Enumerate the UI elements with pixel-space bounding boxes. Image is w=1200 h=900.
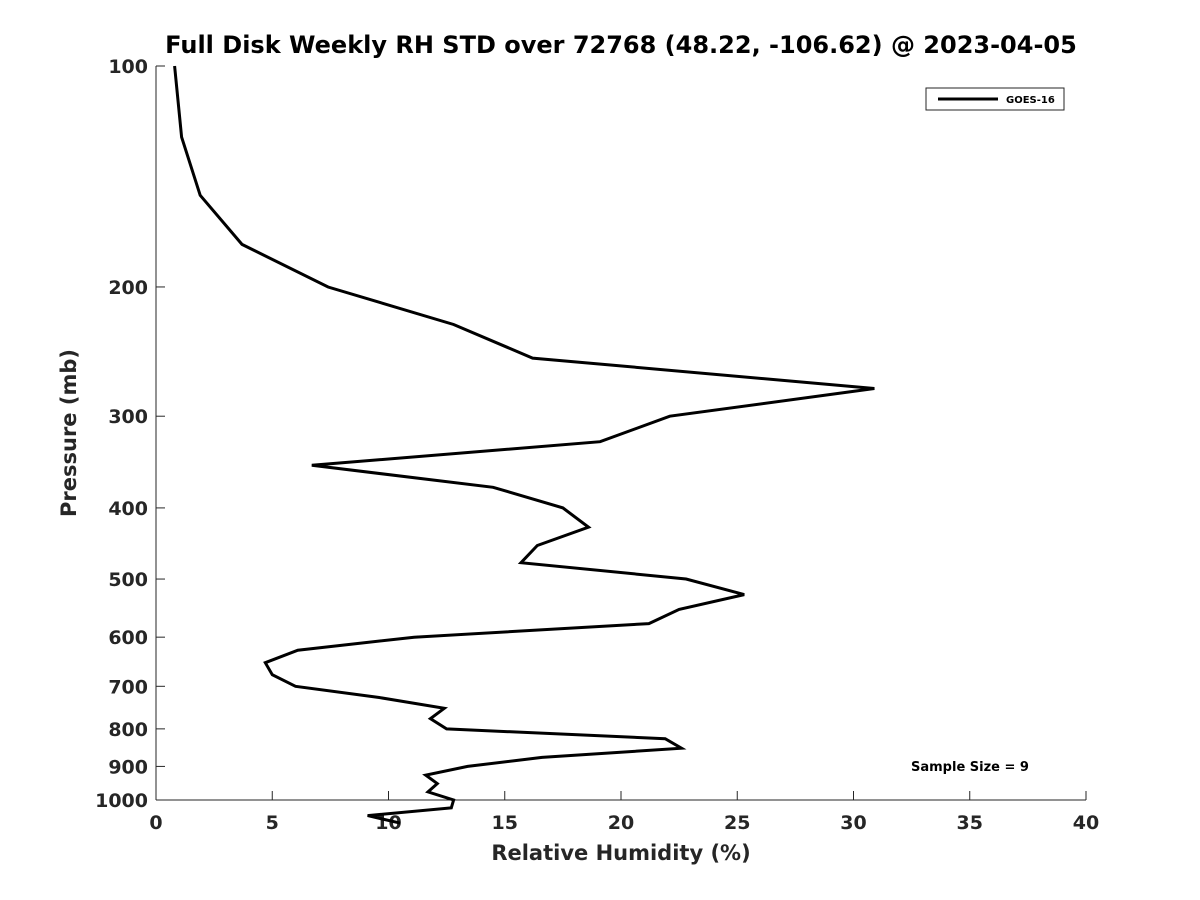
x-tick-label: 20 — [608, 812, 634, 834]
y-tick-label: 700 — [108, 676, 148, 698]
series-line-goes-16 — [173, 65, 875, 825]
y-tick-label: 800 — [108, 719, 148, 741]
y-tick-label: 100 — [108, 56, 148, 78]
x-tick-label: 35 — [957, 812, 983, 834]
y-tick-label: 900 — [108, 756, 148, 778]
y-tick-label: 600 — [108, 627, 148, 649]
legend-label: GOES-16 — [1006, 95, 1055, 106]
y-tick-label: 200 — [108, 277, 148, 299]
y-axis-label: Pressure (mb) — [57, 349, 81, 517]
y-tick-label: 1000 — [95, 790, 148, 812]
legend: GOES-16 — [925, 87, 1065, 111]
x-tick-label: 5 — [266, 812, 279, 834]
x-tick-label: 15 — [492, 812, 518, 834]
x-tick-label: 0 — [149, 812, 162, 834]
y-tick-label: 500 — [108, 569, 148, 591]
y-tick-label: 300 — [108, 406, 148, 428]
x-tick-label: 25 — [724, 812, 750, 834]
x-axis-ticks: 0 5 10 15 20 25 30 35 40 — [149, 791, 1099, 834]
x-axis-label: Relative Humidity (%) — [491, 841, 750, 865]
x-tick-label: 40 — [1073, 812, 1099, 834]
y-tick-label: 400 — [108, 498, 148, 520]
y-axis-ticks: 100 200 300 400 500 600 700 800 900 1000 — [95, 56, 165, 812]
chart-title: Full Disk Weekly RH STD over 72768 (48.2… — [165, 31, 1077, 59]
series-points — [174, 65, 875, 824]
x-tick-label: 30 — [840, 812, 866, 834]
sample-size-annotation: Sample Size = 9 — [911, 760, 1029, 775]
